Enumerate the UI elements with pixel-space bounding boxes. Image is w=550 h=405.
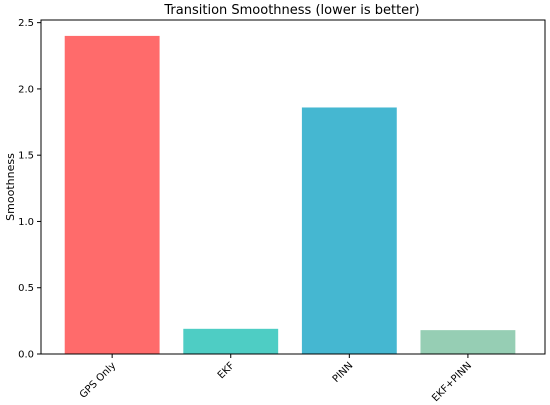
x-axis-ticks: GPS Only EKF PINN EKF+PINN [78,354,474,404]
x-tick-label: GPS Only [78,360,119,401]
bar-pinn [301,107,397,354]
bar-ekf [183,328,279,354]
y-axis-label: Smoothness [4,153,17,221]
y-tick-label: 2.5 [18,18,34,29]
x-tick-label: PINN [331,360,356,385]
x-tick-label: EKF [216,360,237,381]
x-tick-label: EKF+PINN [430,360,474,404]
bar-gps-only [64,35,160,355]
chart-title: Transition Smoothness (lower is better) [163,3,419,18]
y-axis-ticks: 0.0 0.5 1.0 1.5 2.0 2.5 [18,18,41,361]
y-tick-label: 0.0 [18,350,34,361]
y-tick-label: 1.5 [18,151,34,162]
y-tick-label: 2.0 [18,84,34,95]
plot-frame [40,19,546,355]
y-tick-label: 1.0 [18,217,34,228]
y-tick-label: 0.5 [18,283,34,294]
bar-ekf-pinn [420,330,516,354]
bars-group [64,35,516,355]
